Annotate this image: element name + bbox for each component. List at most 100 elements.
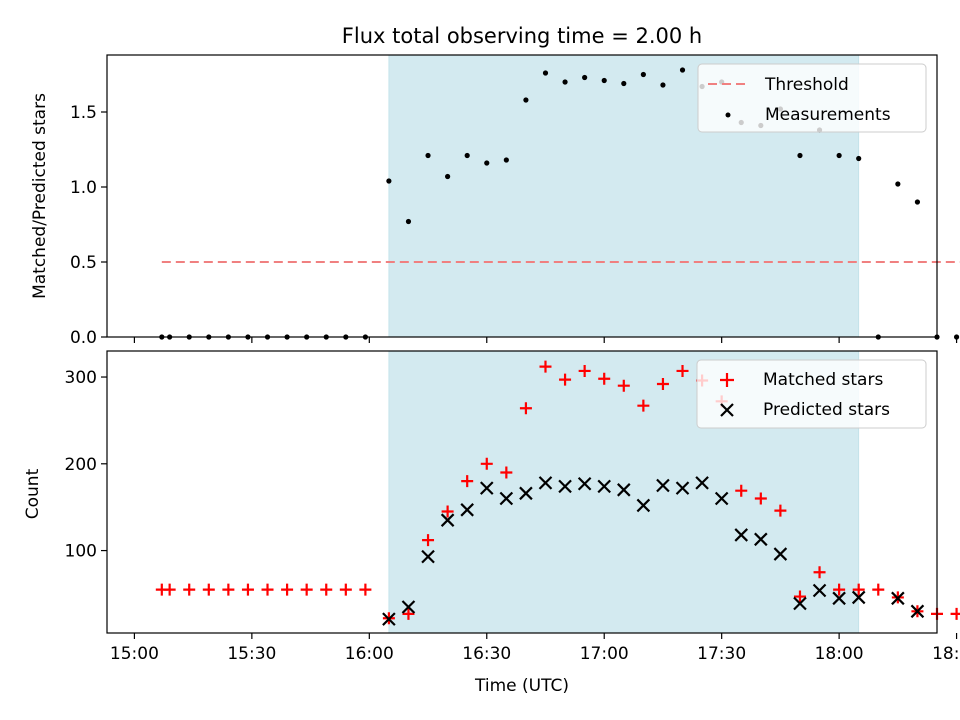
predicted-star-point bbox=[832, 591, 846, 606]
predicted-star-point bbox=[499, 491, 514, 506]
matched-star-point bbox=[519, 402, 532, 415]
matched-star-point bbox=[793, 590, 806, 603]
predicted-star-point bbox=[382, 612, 396, 626]
predicted-star-point bbox=[851, 590, 866, 605]
matched-star-point bbox=[539, 360, 552, 373]
matched-star-point bbox=[656, 377, 669, 390]
matched-star-point bbox=[300, 583, 313, 596]
measurement-point bbox=[484, 160, 490, 166]
top-x-ticks bbox=[133, 337, 958, 343]
bottom-axes-frame bbox=[106, 350, 938, 634]
bottom-legend: Matched stars Predicted stars bbox=[696, 359, 927, 429]
measurement-point bbox=[405, 218, 412, 225]
y-tick-label: 200 bbox=[65, 455, 97, 475]
measurement-point bbox=[425, 152, 431, 159]
x-tick-label: 16:00 bbox=[345, 644, 394, 664]
measurement-point bbox=[640, 71, 646, 78]
predicted-star-point bbox=[793, 596, 807, 611]
y-tick-label: 0.0 bbox=[70, 328, 97, 348]
matched-star-point bbox=[833, 583, 846, 596]
matched-stars-points bbox=[155, 360, 960, 625]
predicted-star-point bbox=[636, 498, 651, 513]
predicted-star-point bbox=[675, 481, 690, 495]
y-tick-label: 100 bbox=[65, 542, 97, 562]
measurement-point bbox=[797, 152, 803, 159]
measurement-point bbox=[445, 173, 451, 180]
predicted-star-point bbox=[440, 513, 455, 527]
y-tick-label: 0.5 bbox=[70, 253, 97, 273]
bottom-legend-box bbox=[696, 359, 927, 429]
matched-star-point bbox=[339, 583, 352, 596]
predicted-star-point bbox=[577, 476, 592, 491]
predicted-star-point bbox=[597, 479, 611, 494]
top-y-axis-label: Matched/Predicted stars bbox=[30, 93, 50, 299]
predicted-star-point bbox=[538, 476, 553, 490]
matched-star-point bbox=[598, 372, 611, 385]
measurement-point bbox=[621, 80, 627, 87]
matched-star-point bbox=[950, 607, 960, 620]
matched-star-point bbox=[222, 583, 235, 596]
x-tick-label: 17:30 bbox=[697, 644, 746, 664]
predicted-star-point bbox=[910, 604, 925, 619]
top-legend-box bbox=[697, 63, 927, 133]
measurement-point bbox=[679, 67, 686, 73]
legend-measurements-swatch bbox=[725, 112, 731, 118]
top-legend: Threshold Measurements bbox=[697, 63, 927, 133]
legend-threshold-label: Threshold bbox=[764, 75, 849, 95]
predicted-star-point bbox=[754, 532, 768, 547]
predicted-star-point bbox=[656, 478, 670, 493]
bottom-x-axis-label: Time (UTC) bbox=[474, 676, 569, 696]
x-tick-label: 15:00 bbox=[110, 644, 159, 664]
matched-star-point bbox=[852, 583, 865, 596]
predicted-star-point bbox=[812, 583, 827, 598]
matched-star-point bbox=[202, 583, 215, 596]
x-tick-label: 16:30 bbox=[462, 644, 511, 664]
matched-star-point bbox=[480, 457, 493, 470]
matched-star-point bbox=[441, 505, 454, 518]
matched-star-point bbox=[241, 583, 254, 596]
bottom-panel: 100 200 300 15:00 15:30 16:00 16:30 17:00 17:30… bbox=[23, 350, 960, 696]
legend-matched-swatch bbox=[720, 373, 734, 387]
matched-star-point bbox=[559, 373, 572, 386]
legend-matched-label: Matched stars bbox=[763, 370, 883, 390]
measurement-point bbox=[953, 334, 960, 340]
predicted-star-point bbox=[460, 503, 474, 517]
measurement-point bbox=[836, 152, 842, 159]
matched-star-point bbox=[637, 399, 650, 412]
predicted-stars-points bbox=[382, 476, 925, 626]
matched-star-point bbox=[813, 566, 826, 579]
predicted-star-point bbox=[558, 479, 572, 494]
predicted-star-point bbox=[421, 549, 435, 564]
measurement-point bbox=[464, 152, 470, 159]
measurement-point bbox=[542, 70, 549, 76]
predicted-star-point bbox=[479, 481, 494, 495]
bottom-x-ticks: 15:00 15:30 16:00 16:30 17:00 17:30 18:00 18:30… bbox=[110, 633, 960, 664]
x-tick-label: 17:00 bbox=[580, 644, 629, 664]
measurement-point bbox=[660, 82, 666, 88]
x-tick-label: 18:30 bbox=[932, 644, 960, 664]
matched-star-point bbox=[735, 484, 748, 497]
matched-star-point bbox=[500, 466, 513, 479]
top-panel: 0.0 0.5 1.0 1.5 Flux total observing time =… bbox=[30, 24, 960, 348]
matched-star-point bbox=[872, 583, 885, 596]
predicted-star-point bbox=[519, 486, 533, 501]
top-title: Flux total observing time = 2.00 h bbox=[342, 24, 702, 48]
legend-measurements-label: Measurements bbox=[765, 105, 891, 125]
predicted-star-point bbox=[891, 591, 905, 606]
predicted-star-point bbox=[734, 528, 749, 542]
predicted-star-point bbox=[617, 483, 631, 497]
matched-star-point bbox=[754, 492, 767, 505]
measurement-point bbox=[523, 97, 529, 103]
matched-star-point bbox=[461, 475, 474, 488]
y-tick-label: 300 bbox=[65, 368, 97, 388]
y-tick-label: 1.0 bbox=[70, 178, 97, 198]
matched-star-point bbox=[261, 583, 274, 596]
measurement-point bbox=[503, 157, 509, 163]
x-tick-label: 15:30 bbox=[227, 644, 276, 664]
matched-star-point bbox=[422, 534, 435, 547]
measurement-point bbox=[562, 79, 568, 85]
matched-star-point bbox=[774, 504, 787, 517]
matched-star-point bbox=[676, 364, 689, 377]
y-tick-label: 1.5 bbox=[70, 103, 97, 123]
